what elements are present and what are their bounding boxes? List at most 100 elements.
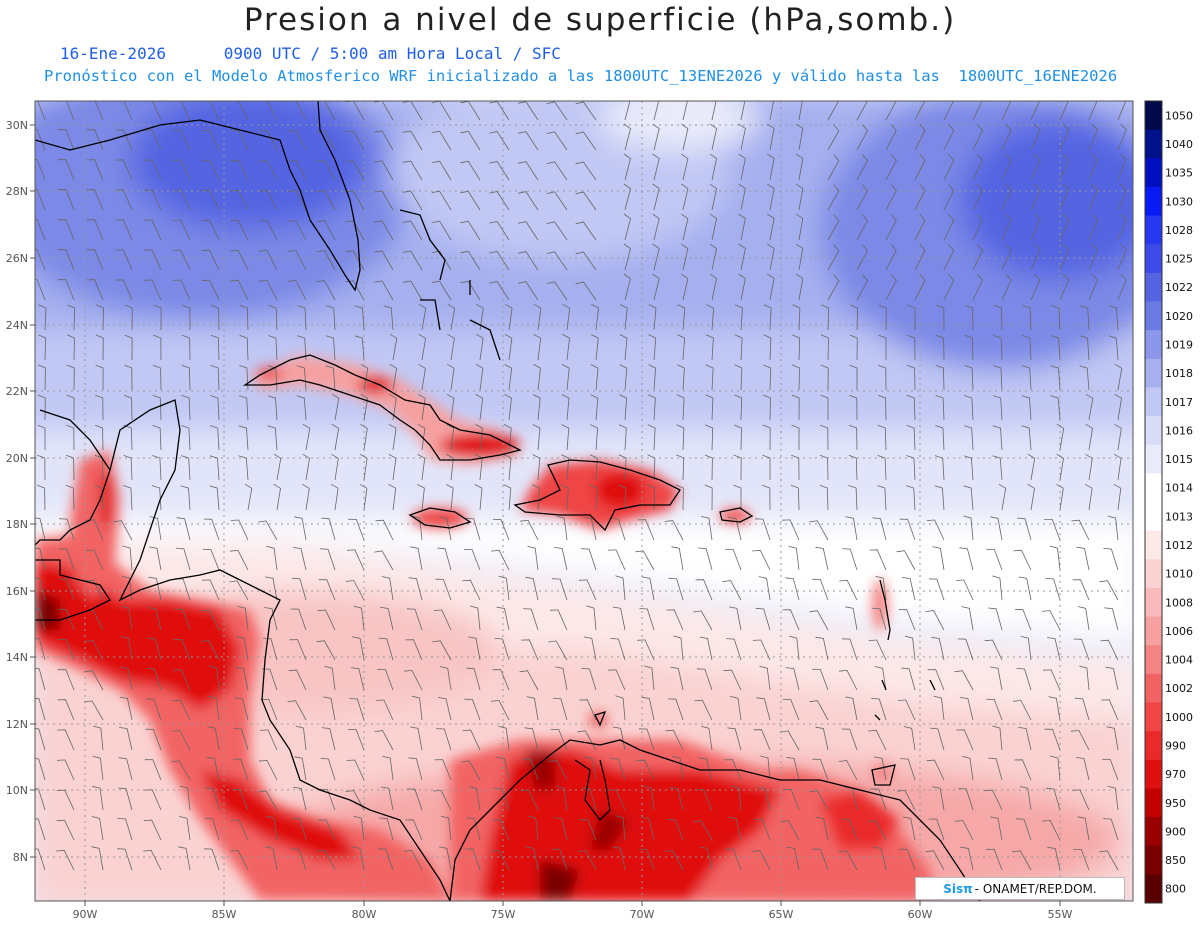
wind-barb (95, 394, 104, 421)
wind-barb (878, 334, 887, 360)
wind-barb (152, 394, 162, 421)
wind-barb (561, 424, 570, 451)
wind-barb (641, 576, 655, 601)
wind-barb (734, 304, 743, 331)
wind-barb (85, 549, 104, 571)
wind-barb (1045, 787, 1061, 811)
wind-barb (287, 160, 307, 181)
colorbar-label: 1028 (1165, 224, 1193, 237)
colorbar-swatch (1145, 330, 1162, 360)
wind-barb (1044, 519, 1061, 541)
wind-barb (936, 304, 945, 331)
wind-barb (492, 669, 510, 691)
wind-barb (992, 395, 1003, 421)
wind-barb (148, 576, 162, 601)
wind-barb (815, 726, 829, 751)
wind-barb (523, 608, 539, 631)
wind-barb (360, 423, 368, 451)
wind-barb (696, 668, 713, 691)
wind-barb (552, 697, 568, 721)
wind-barb (144, 159, 162, 181)
colorbar-label: 1016 (1165, 424, 1193, 437)
wind-barb (498, 575, 510, 601)
wind-barb (238, 395, 249, 421)
wind-barb (375, 699, 394, 721)
wind-barb (345, 280, 365, 301)
wind-barb (960, 846, 974, 871)
wind-barb (293, 547, 307, 571)
wind-barb (959, 697, 974, 721)
wind-barb (533, 303, 542, 331)
wind-barb (709, 153, 718, 181)
wind-barb (374, 550, 394, 571)
wind-barb (676, 394, 685, 421)
wind-barb (489, 191, 510, 211)
wind-barb (933, 695, 945, 721)
wind-barb (230, 129, 249, 151)
wind-barb (623, 153, 631, 181)
wind-barb (623, 213, 631, 241)
wind-barb (238, 455, 249, 481)
wind-barb (809, 520, 829, 541)
wind-barb (733, 454, 742, 481)
wind-barb (548, 760, 568, 781)
wind-barb (117, 848, 133, 871)
wind-barb (681, 273, 689, 301)
wind-barb (230, 101, 249, 121)
wind-barb (230, 519, 249, 541)
wind-barb (792, 334, 801, 361)
wind-barb (972, 124, 983, 151)
wind-barb (780, 820, 800, 841)
wind-barb (785, 667, 800, 691)
wind-barb (1001, 154, 1012, 181)
wind-barb (172, 699, 191, 721)
forecast-description: Pronóstico con el Modelo Atmosferico WRF… (44, 67, 1118, 85)
wind-barb (820, 334, 829, 361)
wind-barb (180, 101, 191, 121)
wind-barb (210, 334, 220, 361)
wind-barb (723, 669, 742, 691)
wind-barb (914, 214, 926, 241)
wind-barb (676, 364, 685, 391)
wind-barb (820, 394, 829, 420)
wind-barb (119, 727, 133, 751)
colorbar-label: 990 (1165, 739, 1186, 752)
wind-barb (583, 516, 597, 541)
wind-barb (695, 579, 713, 601)
wind-barb (561, 454, 570, 481)
wind-barb (466, 667, 481, 691)
wind-barb (1012, 700, 1032, 721)
wind-barb (1056, 483, 1064, 511)
wind-barb (943, 154, 955, 181)
wind-barb (316, 160, 336, 181)
wind-barb (581, 668, 597, 691)
valid-time-line: 16-Ene-2026 0900 UTC / 5:00 am Hora Loca… (60, 44, 561, 63)
wind-barb (406, 608, 423, 631)
wind-barb (856, 274, 868, 301)
wind-barb (35, 219, 46, 241)
wind-barb (610, 638, 626, 661)
wind-barb (845, 516, 858, 541)
wind-barb (234, 697, 249, 721)
wind-barb (35, 848, 46, 871)
wind-barb (350, 667, 365, 691)
wind-barb (353, 815, 365, 841)
wind-barb (579, 819, 597, 841)
wind-barb (1108, 335, 1119, 361)
wind-barb (490, 850, 510, 871)
wind-barb (1017, 517, 1032, 541)
wind-barb (345, 160, 365, 181)
wind-barb (1048, 696, 1061, 721)
wind-barb (590, 424, 599, 451)
wind-barb (446, 454, 454, 481)
wind-barb (709, 273, 718, 301)
wind-barb (984, 639, 1003, 661)
wind-barb (418, 393, 426, 421)
wind-barb (827, 184, 840, 211)
wind-barb (118, 787, 133, 811)
wind-barb (856, 184, 868, 211)
wind-barb (494, 788, 510, 811)
wind-barb (1027, 483, 1035, 511)
wind-barb (494, 638, 510, 661)
wind-barbs (35, 101, 1127, 871)
